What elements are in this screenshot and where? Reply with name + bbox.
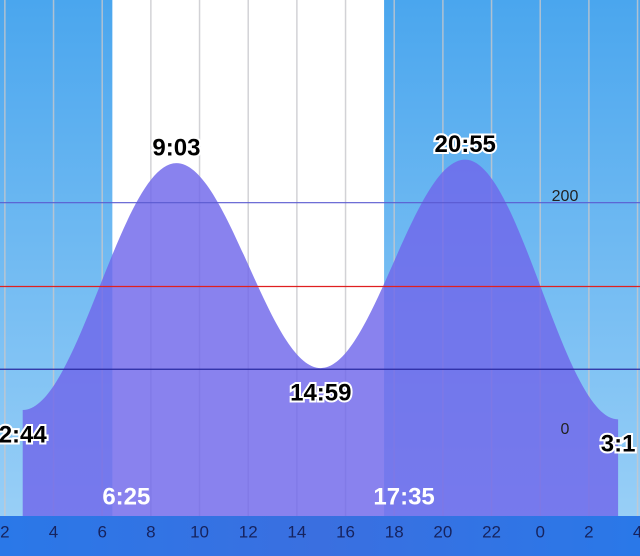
x-tick-label: 14	[287, 522, 306, 541]
tide-event-label: 20:55	[435, 131, 496, 158]
x-tick-label: 22	[482, 522, 501, 541]
sunrise-label: 6:25	[102, 483, 150, 510]
x-tick-label: 0	[535, 522, 544, 541]
x-tick-label: 6	[97, 522, 106, 541]
tide-event-label: 3:1	[601, 431, 636, 458]
x-tick-label: 16	[336, 522, 355, 541]
tide-event-label: 2:44	[0, 421, 47, 448]
x-tick-label: 2	[584, 522, 593, 541]
tide-event-label: 9:03	[152, 134, 200, 161]
x-tick-label: 12	[239, 522, 258, 541]
x-tick-label: 4	[633, 522, 640, 541]
y-tick-label: 200	[552, 188, 579, 205]
x-tick-label: 8	[146, 522, 155, 541]
x-tick-label: 10	[190, 522, 209, 541]
axis-bar	[0, 516, 640, 556]
tide-area	[22, 159, 619, 516]
x-tick-label: 4	[49, 522, 58, 541]
y-tick-label: 0	[561, 421, 570, 438]
sunset-label: 17:35	[373, 483, 434, 510]
x-tick-label: 2	[0, 522, 9, 541]
x-tick-label: 20	[433, 522, 452, 541]
tide-event-label: 14:59	[290, 379, 351, 406]
x-tick-label: 18	[385, 522, 404, 541]
